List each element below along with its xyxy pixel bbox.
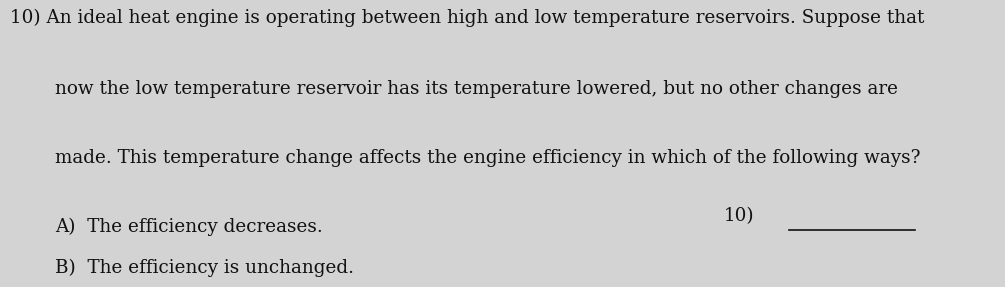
Text: 10) An ideal heat engine is operating between high and low temperature reservoir: 10) An ideal heat engine is operating be… [10, 9, 925, 27]
Text: A)  The efficiency decreases.: A) The efficiency decreases. [55, 218, 323, 236]
Text: now the low temperature reservoir has its temperature lowered, but no other chan: now the low temperature reservoir has it… [55, 80, 898, 98]
Text: 10): 10) [724, 207, 754, 225]
Text: B)  The efficiency is unchanged.: B) The efficiency is unchanged. [55, 258, 355, 277]
Text: made. This temperature change affects the engine efficiency in which of the foll: made. This temperature change affects th… [55, 149, 921, 167]
